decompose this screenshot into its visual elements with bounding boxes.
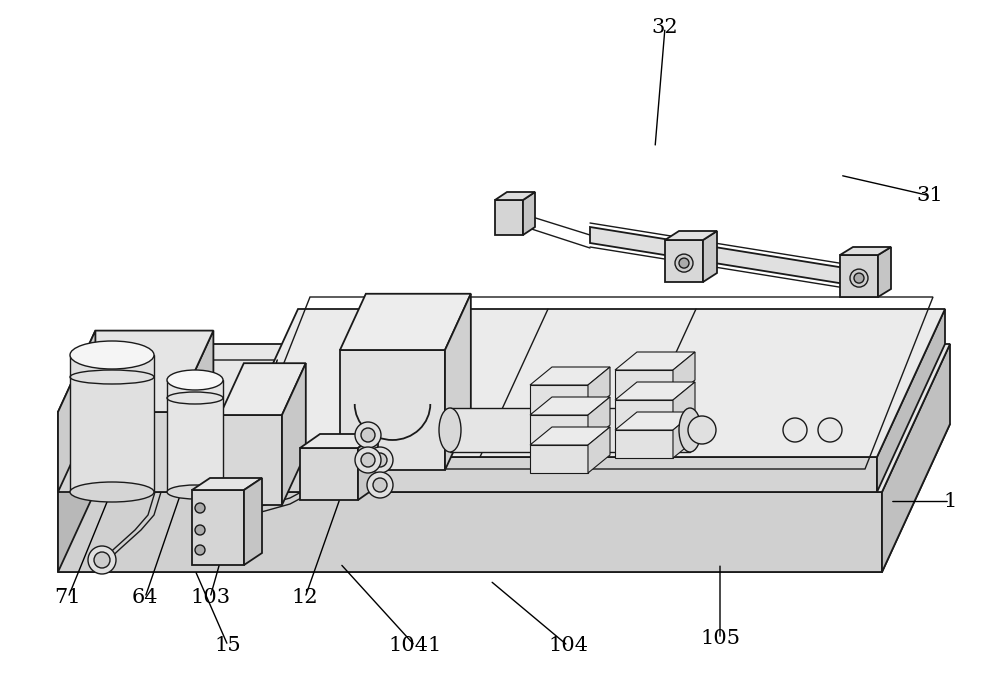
Polygon shape (495, 192, 535, 200)
Ellipse shape (167, 485, 223, 499)
Polygon shape (282, 363, 306, 505)
Ellipse shape (361, 428, 375, 442)
Polygon shape (192, 490, 244, 565)
Polygon shape (230, 309, 945, 457)
Ellipse shape (679, 258, 689, 268)
Ellipse shape (195, 545, 205, 555)
Polygon shape (588, 427, 610, 473)
Polygon shape (615, 370, 673, 398)
Polygon shape (58, 344, 126, 572)
Polygon shape (665, 240, 703, 282)
Polygon shape (58, 492, 882, 572)
Text: 64: 64 (132, 588, 158, 607)
Ellipse shape (439, 408, 461, 452)
Text: 103: 103 (190, 588, 230, 607)
Polygon shape (530, 427, 610, 445)
Polygon shape (340, 294, 471, 350)
Ellipse shape (94, 552, 110, 568)
Polygon shape (615, 400, 673, 428)
Ellipse shape (850, 269, 868, 287)
Text: 15: 15 (215, 636, 241, 655)
Text: 32: 32 (652, 18, 678, 37)
Polygon shape (877, 309, 945, 492)
Polygon shape (665, 231, 717, 240)
Polygon shape (703, 231, 717, 282)
Polygon shape (673, 412, 695, 458)
Polygon shape (615, 412, 695, 430)
Polygon shape (523, 192, 535, 235)
Polygon shape (450, 408, 690, 452)
Ellipse shape (88, 546, 116, 574)
Ellipse shape (367, 447, 393, 473)
Ellipse shape (167, 370, 223, 390)
Polygon shape (530, 445, 588, 473)
Polygon shape (192, 478, 262, 490)
Polygon shape (615, 352, 695, 370)
Ellipse shape (355, 422, 381, 448)
Polygon shape (58, 424, 950, 572)
Ellipse shape (679, 408, 701, 452)
Polygon shape (615, 382, 695, 400)
Text: 71: 71 (55, 588, 81, 607)
Polygon shape (58, 330, 95, 492)
Polygon shape (530, 397, 610, 415)
Polygon shape (340, 350, 445, 470)
Polygon shape (167, 380, 223, 492)
Polygon shape (230, 457, 877, 492)
Polygon shape (673, 352, 695, 398)
Text: 1041: 1041 (388, 636, 442, 655)
Polygon shape (58, 330, 213, 412)
Ellipse shape (688, 416, 716, 444)
Polygon shape (445, 294, 471, 470)
Ellipse shape (783, 418, 807, 442)
Ellipse shape (367, 472, 393, 498)
Ellipse shape (373, 478, 387, 492)
Polygon shape (300, 448, 358, 500)
Polygon shape (588, 367, 610, 413)
Polygon shape (220, 415, 282, 505)
Ellipse shape (854, 273, 864, 283)
Polygon shape (70, 355, 154, 492)
Polygon shape (495, 200, 523, 235)
Polygon shape (58, 412, 176, 492)
Polygon shape (530, 367, 610, 385)
Text: 1: 1 (943, 492, 957, 511)
Ellipse shape (675, 254, 693, 272)
Ellipse shape (355, 447, 381, 473)
Polygon shape (244, 478, 262, 565)
Polygon shape (530, 385, 588, 413)
Polygon shape (878, 247, 891, 297)
Ellipse shape (373, 453, 387, 467)
Ellipse shape (195, 525, 205, 535)
Polygon shape (220, 363, 306, 415)
Polygon shape (176, 330, 213, 492)
Polygon shape (590, 227, 870, 288)
Text: 104: 104 (548, 636, 588, 655)
Ellipse shape (70, 341, 154, 369)
Polygon shape (588, 397, 610, 443)
Polygon shape (530, 415, 588, 443)
Polygon shape (840, 247, 891, 255)
Polygon shape (840, 255, 878, 297)
Ellipse shape (818, 418, 842, 442)
Ellipse shape (361, 453, 375, 467)
Polygon shape (615, 430, 673, 458)
Polygon shape (882, 344, 950, 572)
Ellipse shape (70, 482, 154, 502)
Polygon shape (358, 434, 378, 500)
Polygon shape (673, 382, 695, 428)
Ellipse shape (195, 503, 205, 513)
Text: 12: 12 (292, 588, 318, 607)
Polygon shape (58, 344, 950, 492)
Text: 105: 105 (700, 629, 740, 649)
Polygon shape (300, 434, 378, 448)
Text: 31: 31 (917, 186, 943, 205)
